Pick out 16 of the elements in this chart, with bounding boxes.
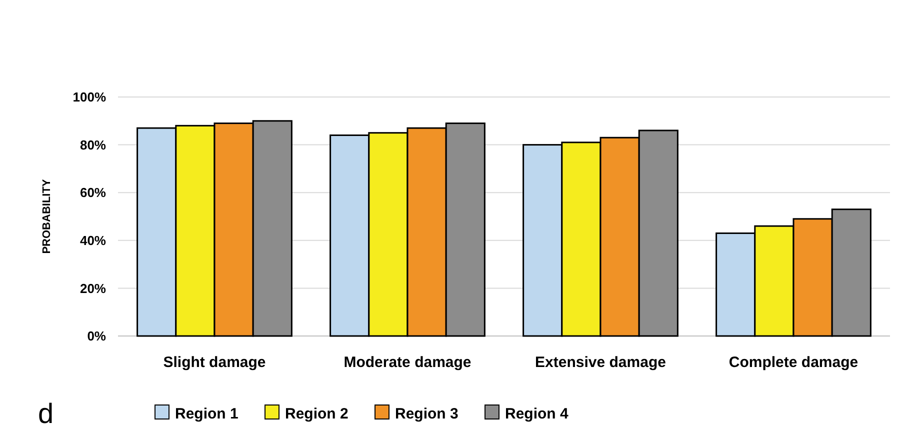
x-tick-label: Complete damage xyxy=(728,354,858,371)
y-tick-label: 80% xyxy=(80,137,106,152)
y-tick-label: 20% xyxy=(80,280,106,296)
y-tick-label: 100% xyxy=(72,90,106,105)
legend-label: Region 1 xyxy=(175,405,238,422)
y-tick-label: 40% xyxy=(80,232,106,248)
legend-label: Region 4 xyxy=(505,405,569,422)
y-tick-label: 0% xyxy=(87,328,106,344)
x-tick-label: Extensive damage xyxy=(535,354,666,371)
legend-label: Region 2 xyxy=(285,405,348,422)
x-tick-label: Slight damage xyxy=(163,354,266,371)
x-tick-label: Moderate damage xyxy=(344,354,472,371)
y-axis-title: PROBABILITY xyxy=(41,178,53,254)
text: d xyxy=(38,398,54,429)
y-tick-label: 60% xyxy=(80,185,106,200)
legend-label: Region 3 xyxy=(395,405,458,422)
